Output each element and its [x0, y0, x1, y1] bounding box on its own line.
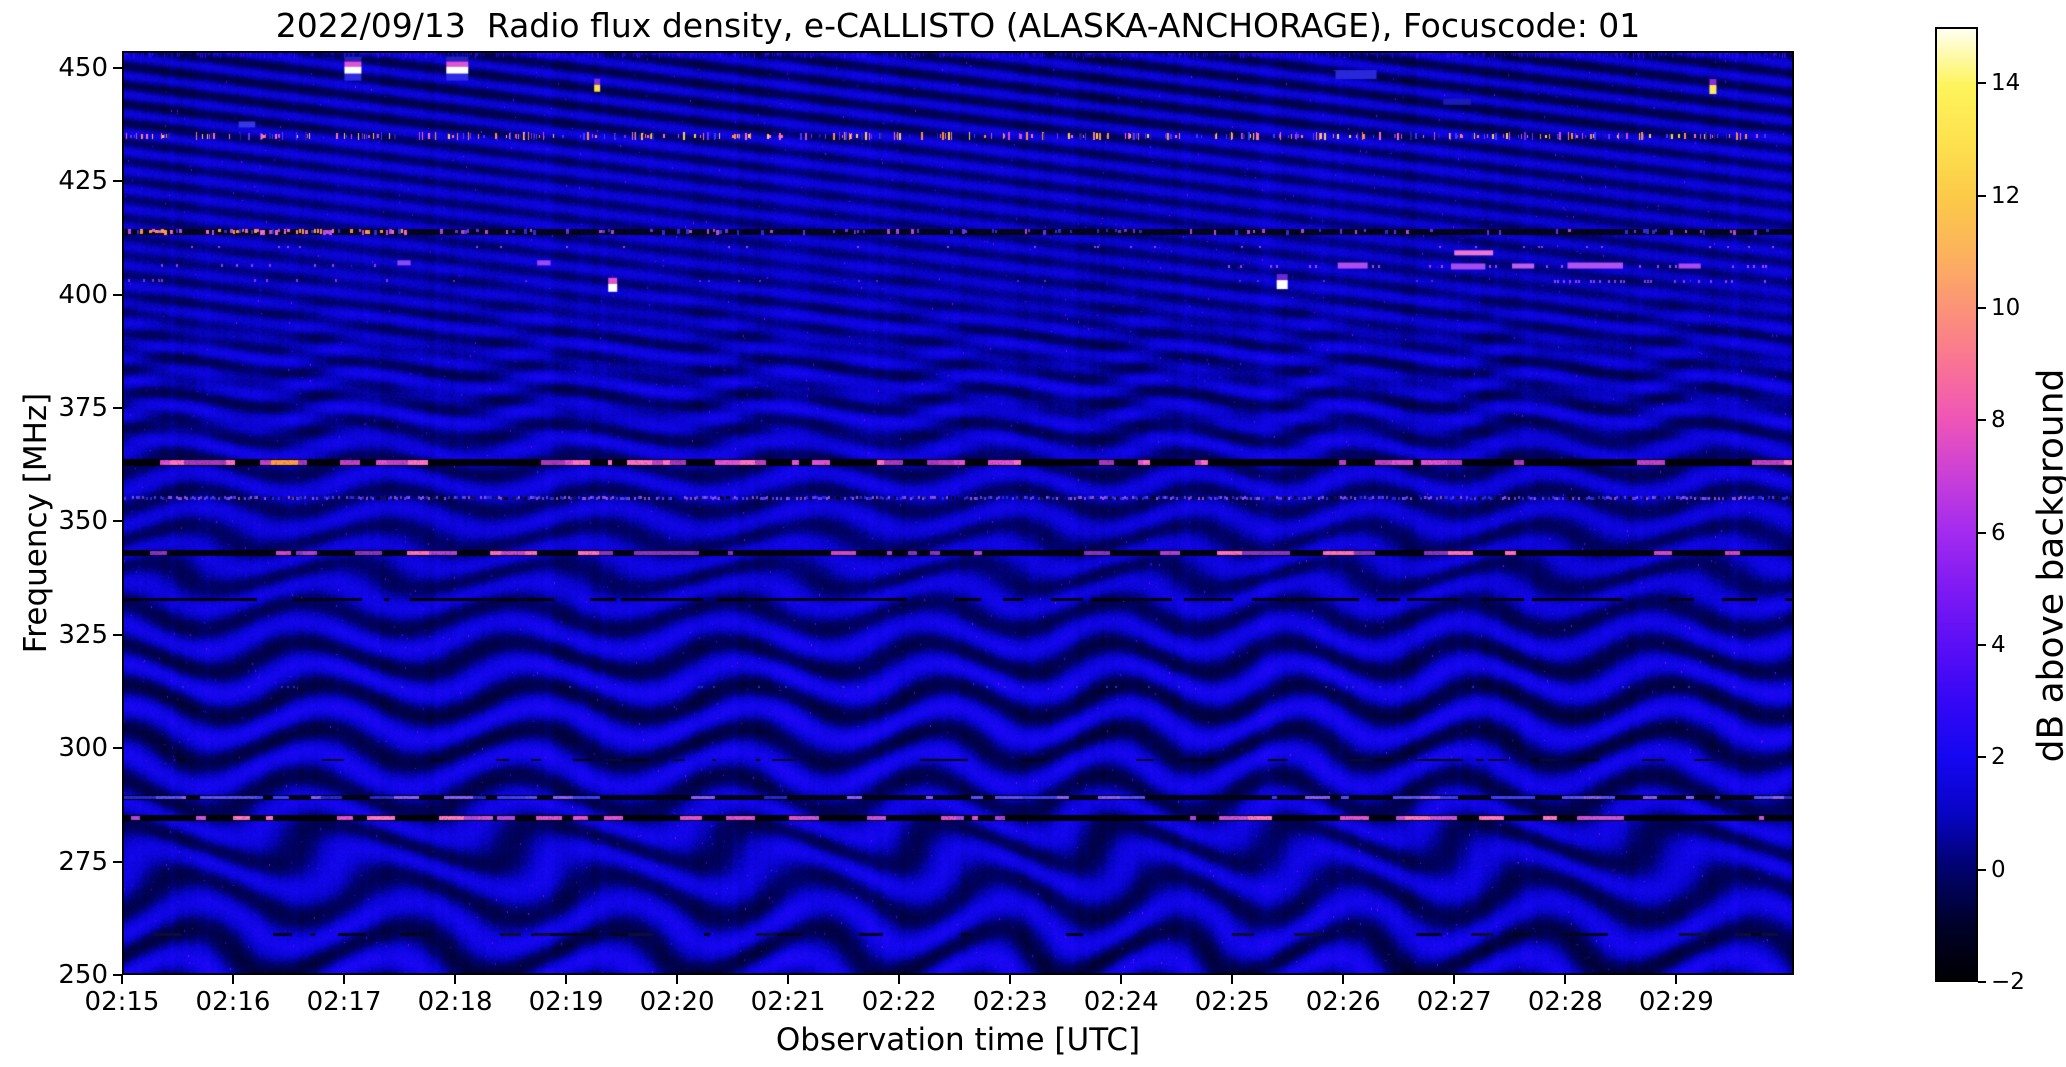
y-tick-label: 350	[58, 506, 108, 537]
x-tick-label: 02:20	[639, 987, 715, 1017]
colorbar-tick-label: 6	[1991, 519, 2006, 546]
x-tick	[1342, 975, 1345, 984]
y-tick-label: 375	[58, 392, 108, 423]
colorbar-tick	[1978, 82, 1986, 85]
spectrogram-heatmap	[122, 51, 1794, 975]
colorbar-tick	[1978, 419, 1986, 422]
colorbar-tick	[1978, 868, 1986, 871]
x-tick-label: 02:16	[195, 987, 271, 1017]
y-tick-label: 425	[58, 166, 108, 197]
x-tick-label: 02:22	[861, 987, 937, 1017]
x-tick	[343, 975, 346, 984]
x-tick	[565, 975, 568, 984]
x-tick-label: 02:21	[750, 987, 826, 1017]
x-tick	[1120, 975, 1123, 984]
colorbar-gradient	[1937, 29, 1976, 980]
y-tick	[113, 520, 122, 523]
x-tick	[1009, 975, 1012, 984]
y-tick-label: 250	[58, 960, 108, 990]
y-tick-label: 275	[58, 846, 108, 877]
colorbar-tick	[1978, 756, 1986, 759]
y-tick	[113, 180, 122, 183]
y-tick-label: 450	[58, 52, 108, 83]
x-tick	[1675, 975, 1678, 984]
y-tick-label: 400	[58, 279, 108, 310]
y-tick	[113, 860, 122, 863]
colorbar-tick	[1978, 306, 1986, 309]
colorbar-tick	[1978, 194, 1986, 197]
y-tick-label: 300	[58, 733, 108, 764]
y-tick-label: 325	[58, 619, 108, 650]
colorbar	[1935, 27, 1978, 982]
y-tick	[113, 974, 122, 976]
x-tick	[454, 975, 457, 984]
x-tick	[1453, 975, 1456, 984]
x-tick	[1231, 975, 1234, 984]
x-tick-label: 02:25	[1194, 987, 1270, 1017]
x-tick-label: 02:29	[1638, 987, 1714, 1017]
y-tick	[113, 66, 122, 69]
x-tick-label: 02:24	[1083, 987, 1159, 1017]
y-tick	[113, 406, 122, 409]
colorbar-tick-label: 12	[1991, 182, 2021, 209]
y-tick	[113, 293, 122, 296]
colorbar-tick-label: 0	[1991, 856, 2006, 883]
x-tick-label: 02:27	[1416, 987, 1492, 1017]
x-axis-label: Observation time [UTC]	[775, 1022, 1141, 1058]
colorbar-label: dB above background	[2030, 368, 2066, 763]
x-tick-label: 02:23	[972, 987, 1048, 1017]
x-tick	[787, 975, 790, 984]
x-tick-label: 02:18	[417, 987, 493, 1017]
colorbar-tick-label: 10	[1991, 294, 2021, 321]
x-tick-label: 02:17	[306, 987, 382, 1017]
colorbar-tick	[1978, 531, 1986, 534]
x-tick-label: 02:15	[84, 987, 160, 1017]
colorbar-tick-label: 14	[1991, 70, 2021, 97]
colorbar-tick	[1978, 981, 1986, 983]
y-tick	[113, 633, 122, 636]
colorbar-tick-label: 2	[1991, 744, 2006, 771]
chart-title: 2022/09/13 Radio flux density, e-CALLIST…	[275, 6, 1641, 45]
colorbar-tick-label: 4	[1991, 631, 2006, 658]
x-tick	[1564, 975, 1567, 984]
x-tick-label: 02:28	[1527, 987, 1603, 1017]
y-tick	[113, 747, 122, 750]
x-tick	[898, 975, 901, 984]
x-tick	[121, 975, 123, 984]
x-tick-label: 02:26	[1305, 987, 1381, 1017]
x-tick-label: 02:19	[528, 987, 604, 1017]
colorbar-tick	[1978, 643, 1986, 646]
colorbar-tick-label: 8	[1991, 407, 2006, 434]
x-tick	[676, 975, 679, 984]
colorbar-tick-label: −2	[1991, 969, 2025, 995]
x-tick	[232, 975, 235, 984]
